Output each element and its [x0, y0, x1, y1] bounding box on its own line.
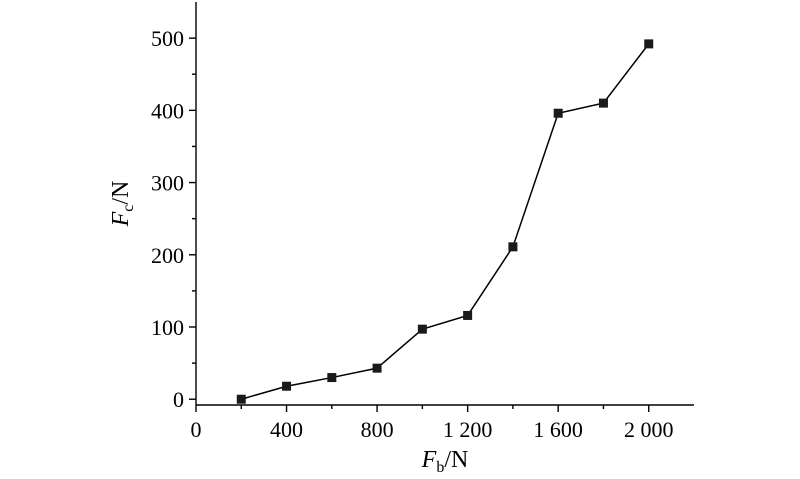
data-point [417, 324, 427, 334]
x-tick-label: 1 200 [443, 417, 493, 442]
data-point [553, 108, 563, 118]
y-tick-label: 400 [151, 98, 184, 123]
x-axis-unit: /N [444, 447, 468, 473]
axes [195, 2, 694, 406]
data-markers [236, 39, 654, 404]
data-point [236, 394, 246, 404]
data-point [282, 381, 292, 391]
y-axis-unit: /N [108, 181, 134, 205]
x-tick-label: 800 [361, 417, 394, 442]
x-axis-symbol: F [421, 447, 437, 473]
y-tick-label: 200 [151, 243, 184, 268]
tick-labels: 0 400 800 1 200 1 600 2 000 0 100 200 300 400 500 [151, 26, 673, 442]
y-axis-subscript: c [120, 205, 137, 212]
x-tick-label: 2 000 [624, 417, 674, 442]
data-point [372, 363, 382, 373]
data-point [327, 373, 337, 383]
data-point [644, 39, 654, 49]
series-line [241, 43, 650, 400]
y-tick-label: 100 [151, 315, 184, 340]
data-point [598, 98, 608, 108]
y-tick-label: 300 [151, 171, 184, 196]
x-tick-label: 0 [191, 417, 202, 442]
x-axis-subscript: b [436, 459, 444, 476]
ticks [189, 37, 650, 412]
x-tick-label: 400 [270, 417, 303, 442]
data-series [241, 43, 650, 400]
data-point [463, 310, 473, 320]
y-axis-symbol: F [108, 211, 134, 227]
y-tick-label: 0 [173, 387, 184, 412]
y-tick-label: 500 [151, 26, 184, 51]
data-point [508, 242, 518, 252]
y-axis-title: Fc/N [108, 181, 137, 228]
x-tick-label: 1 600 [533, 417, 583, 442]
x-axis-title: Fb/N [421, 447, 469, 476]
